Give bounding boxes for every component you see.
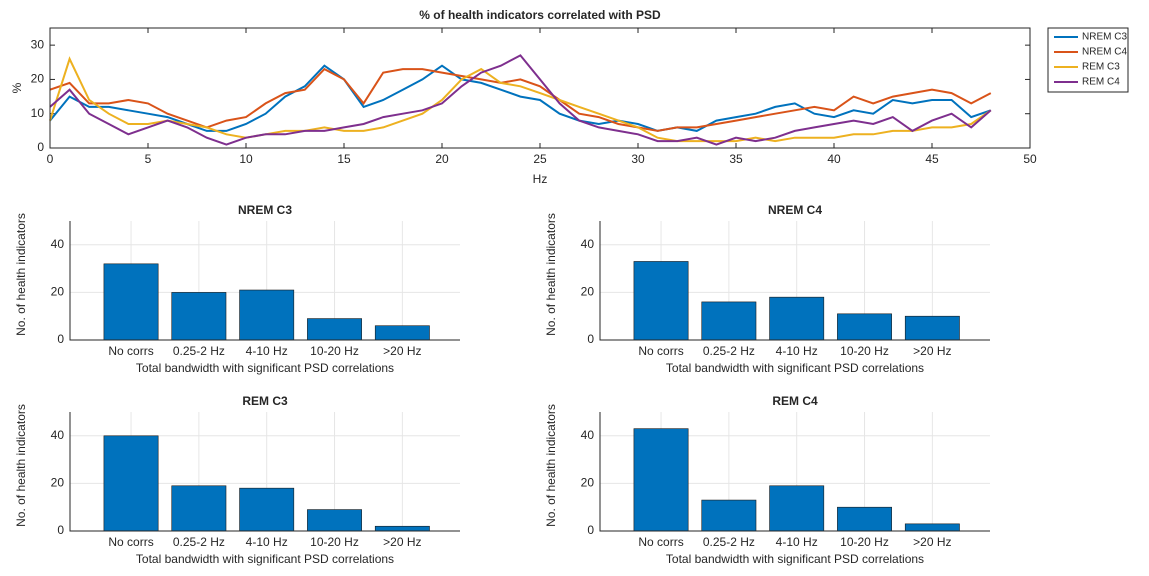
x-tick-label: 0.25-2 Hz: [703, 535, 755, 549]
x-tick-label: 10-20 Hz: [840, 344, 889, 358]
y-tick-label: 20: [581, 476, 595, 490]
axes-box: [49, 27, 1031, 149]
bar: [374, 525, 430, 532]
x-tick-label: 10-20 Hz: [310, 344, 359, 358]
y-tick-label: 10: [31, 106, 45, 120]
bar: [307, 318, 362, 341]
bar: [701, 499, 757, 532]
legend-label: REM C4: [1082, 77, 1120, 88]
x-tick-label: 15: [337, 152, 351, 166]
chart-title: REM C3: [242, 394, 288, 408]
x-tick-label: 4-10 Hz: [246, 535, 288, 549]
y-tick-label: 20: [581, 285, 595, 299]
bar: [701, 301, 757, 341]
chart-title: NREM C3: [238, 203, 292, 217]
data-line: [49, 54, 992, 146]
bar: [633, 261, 689, 341]
y-tick-label: 0: [57, 523, 64, 537]
x-axis-label: Total bandwidth with significant PSD cor…: [136, 552, 394, 566]
x-tick-label: 0: [47, 152, 54, 166]
x-axis-label: Hz: [533, 172, 548, 186]
axes: [69, 221, 460, 341]
data-line: [49, 56, 992, 143]
y-tick-label: 0: [57, 332, 64, 346]
x-tick-label: 40: [827, 152, 841, 166]
bar: [904, 523, 960, 532]
y-axis-label: No. of health indicators: [544, 213, 558, 336]
y-tick-label: 40: [51, 428, 65, 442]
y-axis-label: %: [10, 82, 24, 93]
y-tick-label: 0: [587, 332, 594, 346]
legend-label: NREM C4: [1082, 47, 1127, 58]
axes: [599, 221, 990, 341]
bar: [769, 485, 825, 532]
y-tick-label: 40: [51, 237, 65, 251]
x-tick-label: >20 Hz: [383, 535, 421, 549]
y-tick-label: 20: [51, 476, 65, 490]
chart-title: REM C4: [772, 394, 818, 408]
x-tick-label: 4-10 Hz: [246, 344, 288, 358]
axes: [69, 412, 460, 532]
bar: [171, 485, 227, 532]
y-axis-label: No. of health indicators: [544, 404, 558, 527]
x-axis-label: Total bandwidth with significant PSD cor…: [666, 361, 924, 375]
x-tick-label: No corrs: [638, 535, 683, 549]
bar: [307, 509, 362, 532]
x-tick-label: 30: [631, 152, 645, 166]
bar: [769, 296, 825, 341]
x-tick-label: 0.25-2 Hz: [173, 344, 225, 358]
bar: [374, 325, 430, 341]
bar: [171, 292, 227, 341]
x-tick-label: >20 Hz: [913, 344, 951, 358]
x-tick-label: 20: [435, 152, 449, 166]
bar: [239, 487, 295, 532]
chart-title: NREM C4: [768, 203, 822, 217]
y-axis-label: No. of health indicators: [14, 404, 28, 527]
x-tick-label: 10-20 Hz: [840, 535, 889, 549]
y-tick-label: 40: [581, 237, 595, 251]
x-tick-label: 35: [729, 152, 743, 166]
x-tick-label: 45: [925, 152, 939, 166]
x-tick-label: 0.25-2 Hz: [173, 535, 225, 549]
bar: [837, 506, 892, 532]
y-tick-label: 20: [51, 285, 65, 299]
x-tick-label: 50: [1023, 152, 1037, 166]
x-tick-label: 25: [533, 152, 547, 166]
y-axis-label: No. of health indicators: [14, 213, 28, 336]
x-axis-label: Total bandwidth with significant PSD cor…: [136, 361, 394, 375]
x-tick-label: 10: [239, 152, 253, 166]
data-line: [49, 64, 992, 132]
x-tick-label: No corrs: [638, 344, 683, 358]
axes: [599, 412, 990, 532]
x-tick-label: >20 Hz: [383, 344, 421, 358]
legend-label: NREM C3: [1082, 32, 1127, 43]
bar: [103, 435, 159, 532]
bar: [633, 428, 689, 532]
chart-title: % of health indicators correlated with P…: [419, 8, 661, 22]
x-tick-label: 4-10 Hz: [776, 344, 818, 358]
legend-label: REM C3: [1082, 62, 1120, 73]
x-tick-label: >20 Hz: [913, 535, 951, 549]
y-tick-label: 30: [31, 37, 45, 51]
y-tick-label: 40: [581, 428, 595, 442]
x-tick-label: No corrs: [108, 535, 153, 549]
y-tick-label: 0: [37, 140, 44, 154]
x-tick-label: No corrs: [108, 344, 153, 358]
x-axis-label: Total bandwidth with significant PSD cor…: [666, 552, 924, 566]
x-tick-label: 10-20 Hz: [310, 535, 359, 549]
bar: [837, 313, 892, 341]
y-tick-label: 0: [587, 523, 594, 537]
bar: [904, 315, 960, 341]
x-tick-label: 4-10 Hz: [776, 535, 818, 549]
x-tick-label: 5: [145, 152, 152, 166]
bar: [103, 263, 159, 341]
x-tick-label: 0.25-2 Hz: [703, 344, 755, 358]
bar: [239, 289, 295, 341]
y-tick-label: 20: [31, 72, 45, 86]
